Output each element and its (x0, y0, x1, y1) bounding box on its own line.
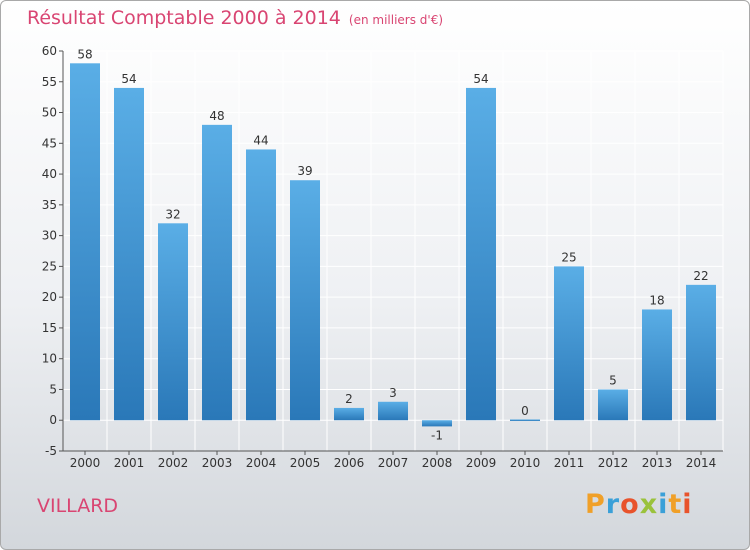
bar (598, 389, 628, 421)
data-label: -1 (431, 428, 443, 442)
bar (202, 124, 232, 421)
data-label: 44 (253, 133, 268, 147)
data-label: 22 (693, 269, 708, 283)
x-tick-label: 2013 (642, 456, 673, 470)
x-tick-label: 2005 (290, 456, 321, 470)
y-tick-label: 10 (42, 352, 57, 366)
x-tick-label: 2008 (422, 456, 453, 470)
x-tick-label: 2009 (466, 456, 497, 470)
y-tick-label: -5 (45, 444, 57, 458)
bar (642, 309, 672, 421)
bar (510, 419, 540, 421)
bar (290, 180, 320, 421)
y-tick-label: 40 (42, 167, 57, 181)
data-label: 48 (209, 109, 224, 123)
y-tick-label: 45 (42, 136, 57, 150)
y-tick-label: 55 (42, 75, 57, 89)
x-tick-label: 2000 (70, 456, 101, 470)
bar (158, 223, 188, 421)
x-tick-label: 2010 (510, 456, 541, 470)
chart-title: Résultat Comptable 2000 à 2014 (en millie… (27, 7, 443, 29)
y-tick-label: 20 (42, 290, 57, 304)
commune-name: VILLARD (37, 495, 119, 517)
y-tick-label: 0 (49, 413, 57, 427)
y-tick-label: 60 (42, 44, 57, 58)
y-tick-label: 50 (42, 106, 57, 120)
data-label: 25 (561, 250, 576, 264)
data-label: 39 (297, 164, 312, 178)
y-tick-label: 25 (42, 259, 57, 273)
logo-letter: t (668, 489, 683, 520)
bar (246, 149, 276, 421)
logo-letter: x (639, 489, 659, 520)
bar (686, 284, 716, 421)
data-label: 3 (389, 386, 397, 400)
x-tick-label: 2002 (158, 456, 189, 470)
x-tick-label: 2006 (334, 456, 365, 470)
y-tick-label: 30 (42, 229, 57, 243)
y-tick-label: 5 (49, 382, 57, 396)
proxiti-logo[interactable]: Proxiti (585, 489, 693, 520)
x-tick-label: 2007 (378, 456, 409, 470)
bars (70, 63, 716, 427)
data-label: 0 (521, 404, 529, 418)
bar (378, 401, 408, 421)
y-tick-label: 15 (42, 321, 57, 335)
data-label: 18 (649, 293, 664, 307)
x-tick-label: 2011 (554, 456, 585, 470)
chart-unit-note: (en milliers d'€) (348, 13, 444, 27)
x-tick-label: 2014 (686, 456, 717, 470)
bar (70, 63, 100, 421)
labels: 58 54 32 48 44 39 2 3 -1 54 0 25 5 18 22 (77, 47, 708, 442)
data-label: 32 (165, 207, 180, 221)
x-tick-label: 2001 (114, 456, 145, 470)
logo-letter: P (585, 489, 606, 520)
bar (422, 420, 452, 427)
bar (554, 266, 584, 421)
x-tick-label: 2003 (202, 456, 233, 470)
chart-title-text: Résultat Comptable 2000 à 2014 (27, 7, 341, 29)
logo-letter: r (605, 489, 621, 520)
logo-letter: i (682, 489, 693, 520)
data-label: 54 (121, 72, 136, 86)
bar (334, 407, 364, 421)
logo-letter: o (620, 489, 640, 520)
y-tick-label: 35 (42, 198, 57, 212)
x-tick-label: 2004 (246, 456, 277, 470)
data-label: 54 (473, 72, 488, 86)
data-label: 5 (609, 373, 617, 387)
logo-letter: i (658, 489, 669, 520)
bar (466, 87, 496, 421)
data-label: 58 (77, 47, 92, 61)
x-tick-label: 2012 (598, 456, 629, 470)
bar (114, 87, 144, 421)
data-label: 2 (345, 392, 353, 406)
